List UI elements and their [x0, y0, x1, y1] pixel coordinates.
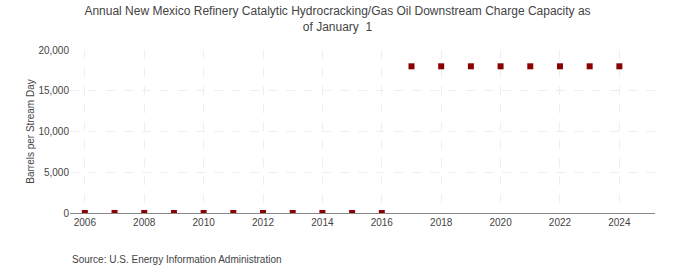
svg-text:0: 0 [63, 208, 69, 219]
svg-text:15,000: 15,000 [38, 85, 69, 96]
svg-text:Barrels per Stream Day: Barrels per Stream Day [25, 79, 36, 183]
svg-text:2018: 2018 [430, 217, 453, 228]
svg-text:2022: 2022 [549, 217, 572, 228]
svg-text:2014: 2014 [311, 217, 334, 228]
svg-text:Annual New Mexico Refinery Cat: Annual New Mexico Refinery Catalytic Hyd… [84, 4, 590, 34]
svg-text:5,000: 5,000 [44, 167, 69, 178]
svg-text:2012: 2012 [252, 217, 275, 228]
svg-text:2006: 2006 [74, 217, 97, 228]
svg-text:10,000: 10,000 [38, 126, 69, 137]
svg-text:2024: 2024 [608, 217, 631, 228]
svg-text:2008: 2008 [133, 217, 156, 228]
svg-text:2020: 2020 [489, 217, 512, 228]
svg-text:Source: U.S. Energy Informatio: Source: U.S. Energy Information Administ… [72, 254, 282, 265]
svg-text:2016: 2016 [371, 217, 394, 228]
svg-text:2010: 2010 [193, 217, 216, 228]
svg-text:20,000: 20,000 [38, 45, 69, 56]
